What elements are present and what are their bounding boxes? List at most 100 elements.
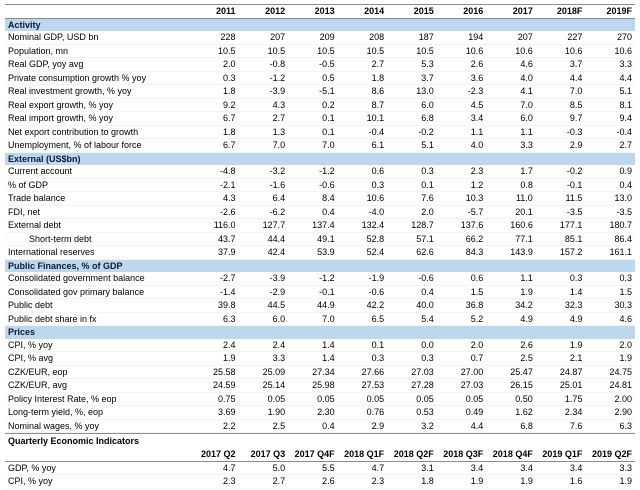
- value-cell: 53.9: [288, 245, 338, 260]
- value-cell: 3.4: [535, 461, 586, 475]
- value-cell: 6.1: [337, 138, 388, 153]
- value-cell: 27.00: [436, 365, 487, 379]
- value-cell: -1.2: [288, 165, 338, 179]
- value-cell: 2.0: [585, 338, 635, 352]
- value-cell: 3.1: [387, 461, 437, 475]
- value-cell: 137.4: [288, 218, 338, 233]
- value-cell: 4.3: [189, 191, 239, 206]
- value-cell: 1.5: [436, 285, 487, 299]
- quarterly-section-title: Quarterly Economic Indicators: [5, 433, 635, 448]
- value-cell: 6.0: [387, 98, 437, 112]
- value-cell: 5.5: [288, 461, 338, 475]
- table-row: Real GDP, yoy avg 2.0 -0.8 -0.5 2.7 5.3 2.6 4.6…: [5, 57, 635, 72]
- value-cell: 9.2: [189, 98, 239, 112]
- table-row: Real export growth, % yoy 9.2 4.3 0.2 8.7 6.0…: [5, 98, 635, 112]
- table-row: Short-term debt 43.7 44.4 49.1 52.8 57.1 66.2 7…: [5, 232, 635, 246]
- row-label: CPI, % avg: [5, 351, 189, 366]
- value-cell: 0.0: [387, 338, 437, 352]
- value-cell: -3.9: [238, 84, 289, 99]
- value-cell: 52.4: [337, 245, 388, 260]
- value-cell: 0.6: [337, 165, 388, 179]
- value-cell: 4.5: [436, 98, 487, 112]
- quarterly-header-row: 2017 Q2 2017 Q3 2017 Q4F 2018 Q1F 2018 Q2F 20…: [5, 448, 635, 462]
- value-cell: 6.4: [238, 191, 289, 206]
- value-cell: 2.6: [436, 57, 487, 72]
- value-cell: 3.3: [238, 351, 289, 366]
- value-cell: 1.9: [486, 474, 536, 489]
- table-row: Consolidated government balance -2.7 -3.9-…: [5, 272, 635, 286]
- year-column-header: 2013: [288, 4, 338, 19]
- value-cell: 0.05: [436, 392, 487, 406]
- table-row: Real import growth, % yoy 6.7 2.7 0.1 10.1 6.…: [5, 111, 635, 126]
- row-label: Policy Interest Rate, % eop: [5, 392, 189, 406]
- value-cell: 3.7: [387, 71, 437, 85]
- value-cell: 6.0: [486, 111, 536, 126]
- value-cell: 6.3: [585, 419, 635, 433]
- value-cell: 27.34: [288, 365, 338, 379]
- value-cell: 0.5: [288, 71, 338, 85]
- value-cell: 2.6: [288, 474, 338, 489]
- value-cell: 1.5: [585, 285, 635, 299]
- table-row: Net export contribution to growth 1.8 1.3 0…: [5, 125, 635, 139]
- row-label: External debt: [5, 218, 189, 233]
- value-cell: 2.7: [337, 57, 388, 72]
- value-cell: 1.4: [288, 338, 338, 352]
- value-cell: 10.5: [189, 44, 239, 58]
- value-cell: 42.2: [337, 298, 388, 313]
- value-cell: 27.03: [387, 365, 437, 379]
- table-row: Private consumption growth % yoy 0.3 -1.2 0…: [5, 71, 635, 85]
- value-cell: 227: [535, 31, 586, 45]
- section-header-row: Public Finances, % of GDP: [5, 259, 635, 272]
- table-row: FDI, net -2.6 -6.2 0.4 -4.0 2.0 -5.7 20.1 -3.5 -3…: [5, 205, 635, 219]
- value-cell: -2.1: [189, 178, 239, 192]
- corner-empty-cell: [5, 448, 189, 462]
- value-cell: 4.0: [436, 138, 487, 153]
- value-cell: 10.1: [337, 111, 388, 126]
- table-row: CZK/EUR, avg 24.59 25.14 25.98 27.53 27.28 27.…: [5, 378, 635, 393]
- value-cell: 77.1: [486, 232, 536, 246]
- value-cell: 3.7: [535, 57, 586, 72]
- row-label: Consolidated government balance: [5, 272, 189, 286]
- value-cell: 25.98: [288, 378, 338, 393]
- value-cell: 3.2: [387, 419, 437, 433]
- year-column-header: 2019F: [585, 4, 635, 19]
- row-label: Real investment growth, % yoy: [5, 84, 189, 99]
- quarter-column-header: 2018 Q1F: [337, 448, 388, 462]
- value-cell: 1.4: [535, 285, 586, 299]
- table-row: Trade balance 4.3 6.4 8.4 10.6 7.6 10.3 11.0 11.…: [5, 191, 635, 206]
- value-cell: 1.3: [238, 125, 289, 139]
- row-label: Trade balance: [5, 191, 189, 206]
- value-cell: 1.90: [238, 405, 289, 420]
- table-row: Population, mn 10.5 10.5 10.5 10.5 10.5 10.6 10…: [5, 44, 635, 58]
- value-cell: 3.4: [486, 461, 536, 475]
- value-cell: 4.0: [486, 71, 536, 85]
- value-cell: 36.8: [436, 298, 487, 313]
- value-cell: 0.7: [436, 351, 487, 366]
- value-cell: -5.7: [436, 205, 487, 219]
- value-cell: 3.3: [486, 138, 536, 153]
- value-cell: 7.6: [387, 191, 437, 206]
- value-cell: 7.0: [238, 138, 289, 153]
- quarter-column-header: 2018 Q2F: [387, 448, 437, 462]
- value-cell: 44.5: [238, 298, 289, 313]
- value-cell: 10.5: [288, 44, 338, 58]
- value-cell: 3.4: [436, 111, 487, 126]
- row-label: Nominal wages, % yoy: [5, 419, 189, 433]
- value-cell: 1.8: [189, 125, 239, 139]
- table-row: GDP, % yoy 4.7 5.0 5.5 4.7 3.1 3.4 3.4 3.4 3.3: [5, 461, 635, 475]
- value-cell: 85.1: [535, 232, 586, 246]
- annual-indicators-table: 2011 2012 2013 2014 2015 2016 2017 2018F 2019F A…: [5, 4, 635, 433]
- annual-header-row: 2011 2012 2013 2014 2015 2016 2017 2018F 2019F: [5, 4, 635, 19]
- value-cell: 116.0: [189, 218, 239, 233]
- value-cell: 1.8: [387, 474, 437, 489]
- quarter-column-header: 2017 Q4F: [288, 448, 338, 462]
- value-cell: 1.1: [486, 272, 536, 286]
- value-cell: 209: [288, 31, 338, 45]
- value-cell: 177.1: [535, 218, 586, 233]
- value-cell: -0.1: [535, 178, 586, 192]
- value-cell: 1.2: [436, 178, 487, 192]
- value-cell: 2.34: [535, 405, 586, 420]
- table-row: CPI, % yoy 2.4 2.4 1.4 0.1 0.0 2.0 2.6 1.9 2.0: [5, 338, 635, 352]
- value-cell: 4.3: [238, 98, 289, 112]
- value-cell: -0.3: [535, 125, 586, 139]
